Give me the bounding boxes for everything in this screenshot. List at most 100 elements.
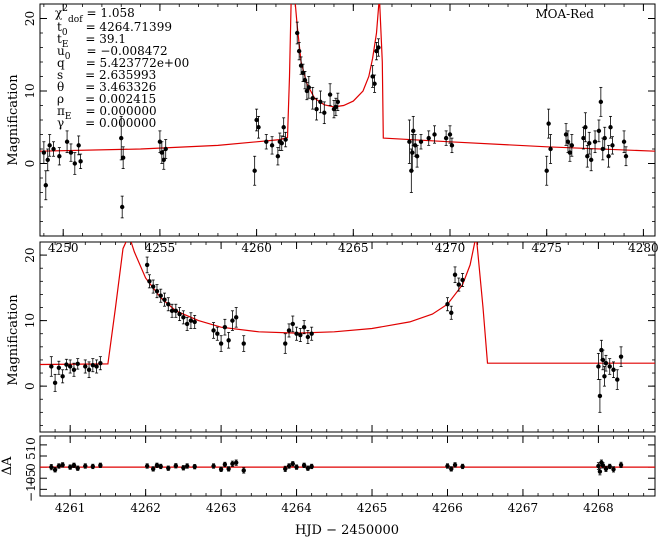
x-tick-label: 4266 xyxy=(432,501,463,515)
data-point xyxy=(241,335,246,352)
y-tick-label: 20 xyxy=(23,247,37,262)
param-theta: θ = 3.463326 xyxy=(57,80,156,94)
data-point xyxy=(295,21,300,45)
x-tick-label: 4261 xyxy=(55,501,86,515)
x-tick-label: 4265 xyxy=(357,501,388,515)
data-point xyxy=(290,461,295,467)
data-point xyxy=(374,42,379,61)
data-point xyxy=(71,362,77,377)
data-point xyxy=(449,305,454,320)
data-point xyxy=(587,131,592,155)
x-tick-label: 4250 xyxy=(48,241,79,255)
data-point xyxy=(150,279,156,294)
data-point xyxy=(588,148,594,172)
data-point xyxy=(56,463,62,469)
data-point xyxy=(218,335,224,352)
x-tick-label: 4263 xyxy=(206,501,237,515)
data-point xyxy=(418,134,424,150)
data-point xyxy=(460,463,465,470)
data-point xyxy=(173,463,179,469)
data-point xyxy=(306,76,312,99)
x-tick-label: 4268 xyxy=(583,501,614,515)
data-point xyxy=(460,273,465,287)
data-point xyxy=(414,144,420,168)
data-point xyxy=(119,115,124,161)
data-point xyxy=(49,356,54,377)
data-point xyxy=(445,463,450,469)
data-point xyxy=(456,277,462,292)
data-point xyxy=(410,134,415,172)
x-tick-label: 4275 xyxy=(531,241,562,255)
data-point xyxy=(309,326,314,341)
y-tick-label: 10 xyxy=(23,313,37,328)
param-u0: u0 = −0.008472 xyxy=(57,44,168,62)
data-point xyxy=(67,464,73,470)
data-point xyxy=(226,332,231,349)
data-point xyxy=(597,379,603,413)
residual-data-points xyxy=(49,459,624,476)
data-point xyxy=(318,90,323,114)
data-point xyxy=(233,459,239,466)
data-point xyxy=(445,297,450,312)
data-point xyxy=(64,130,70,154)
data-point xyxy=(592,130,598,154)
data-point xyxy=(226,466,231,472)
data-point xyxy=(120,146,126,169)
y-tick-label: 0 xyxy=(23,382,37,390)
residual-panel-ticks: 4261 4262 4263 4264 4265 4266 4267 4268 −10−50 51… xyxy=(24,436,655,515)
data-point xyxy=(548,134,553,164)
data-point xyxy=(181,465,186,471)
data-point xyxy=(443,130,449,146)
data-point xyxy=(283,131,288,148)
data-point xyxy=(57,147,62,166)
data-point xyxy=(64,358,69,371)
data-point xyxy=(598,86,604,117)
data-point xyxy=(327,83,333,106)
data-point xyxy=(546,108,551,139)
data-point xyxy=(233,307,239,328)
data-point xyxy=(305,330,311,344)
data-point xyxy=(301,462,307,468)
data-point xyxy=(623,146,629,167)
y-tick-label: 0 xyxy=(24,463,38,471)
data-point xyxy=(184,316,190,331)
param-t0: t0 = 4264.71399 xyxy=(57,20,172,38)
data-point xyxy=(47,134,52,157)
data-point xyxy=(43,170,49,201)
data-point xyxy=(544,155,549,186)
data-point xyxy=(606,144,611,168)
data-point xyxy=(215,326,220,341)
data-point xyxy=(162,292,167,307)
data-point xyxy=(192,464,197,470)
data-point xyxy=(302,71,308,90)
data-point xyxy=(275,147,281,166)
x-tick-label: 4264 xyxy=(281,501,312,515)
data-point xyxy=(150,466,156,472)
param-s: s = 2.635993 xyxy=(57,68,156,82)
data-point xyxy=(298,328,303,342)
data-point xyxy=(211,463,216,469)
data-point xyxy=(218,466,224,472)
data-point xyxy=(286,323,292,338)
residual-ylabel: ΔA xyxy=(0,456,15,475)
data-point xyxy=(184,463,190,469)
data-point xyxy=(158,288,163,303)
x-tick-label: 4260 xyxy=(241,241,272,255)
data-point xyxy=(290,315,295,333)
data-point xyxy=(600,349,606,371)
data-point xyxy=(264,134,269,150)
data-point xyxy=(252,155,257,186)
data-point xyxy=(67,359,73,374)
data-point xyxy=(600,137,605,161)
data-point xyxy=(78,153,83,169)
data-point xyxy=(621,130,627,154)
data-point xyxy=(452,266,458,284)
x-tick-label: 4280 xyxy=(628,241,659,255)
top-panel: 4250 4255 4260 4265 4270 4275 4280 0 10 20 Magnif… xyxy=(6,3,659,255)
data-point xyxy=(283,333,288,354)
y-tick-label: 0 xyxy=(23,160,37,168)
middle-ylabel: Magnification xyxy=(6,294,21,386)
y-tick-label: 5 xyxy=(24,452,38,460)
y-tick-label: 10 xyxy=(23,83,37,98)
